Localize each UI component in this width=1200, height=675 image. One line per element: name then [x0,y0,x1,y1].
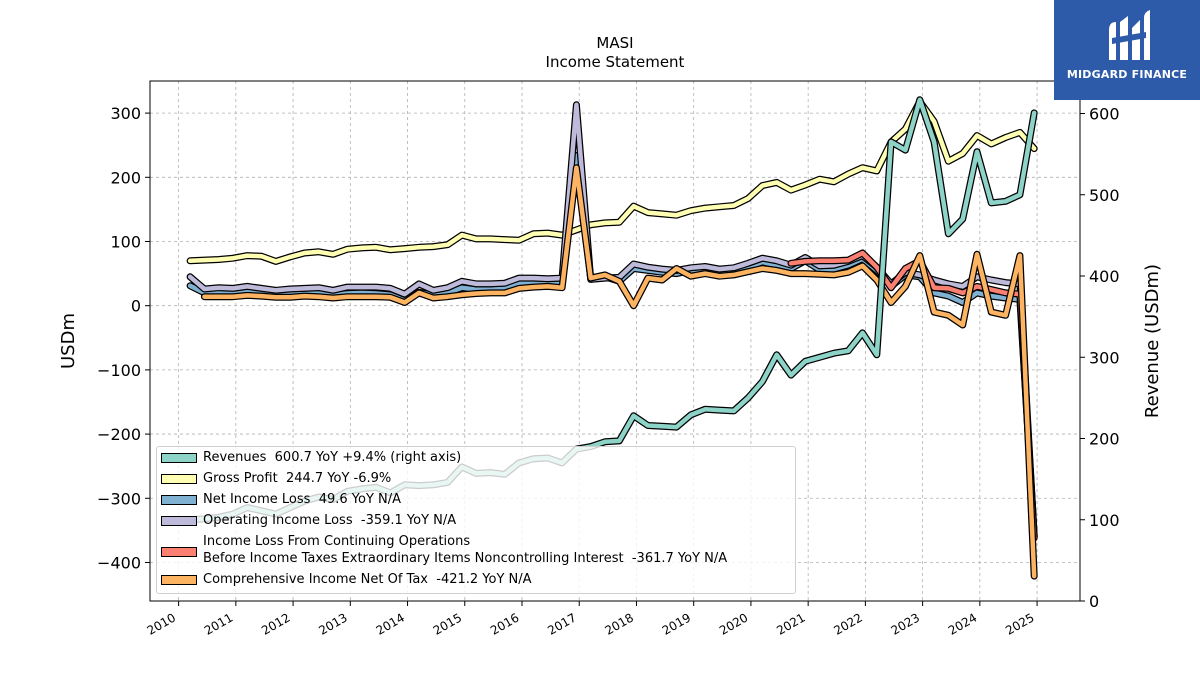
left-axis-ticks: 300 200 100 0 −100 −200 −300 −400 [97,104,150,572]
legend-swatch-comprehensive-income [161,575,197,585]
x-tick-label: 2016 [488,610,521,637]
right-tick-label: 100 [1089,511,1120,530]
right-axis-ticks: 600 500 400 300 200 100 0 [1080,105,1120,612]
x-tick-label: 2022 [831,610,864,637]
chart-title: MASI [596,34,633,52]
right-tick-label: 300 [1089,348,1120,367]
right-axis-label: Revenue (USDm) [1142,264,1163,418]
right-tick-label: 200 [1089,430,1120,449]
right-tick-label: 0 [1089,592,1099,611]
legend-swatch-pretax-income [161,547,197,557]
x-tick-label: 2021 [774,610,807,637]
x-tick-label: 2015 [431,610,464,637]
left-tick-label: 200 [110,168,141,187]
legend-label-pretax-income: Income Loss From Continuing Operations B… [203,533,727,567]
logo-mark-icon [1054,8,1200,68]
chart-legend: Revenues 600.7 YoY +9.4% (right axis) Gr… [156,446,796,594]
right-tick-label: 600 [1089,105,1120,124]
legend-swatch-revenues [161,453,197,463]
left-tick-label: 0 [131,297,141,316]
legend-swatch-gross-profit [161,474,197,484]
x-tick-label: 2023 [889,610,922,637]
right-tick-label: 400 [1089,267,1120,286]
left-tick-label: −400 [97,553,141,572]
legend-label-gross-profit: Gross Profit 244.7 YoY -6.9% [203,470,391,487]
right-tick-label: 500 [1089,186,1120,205]
left-tick-label: −300 [97,489,141,508]
x-tick-label: 2014 [374,610,407,637]
left-tick-label: 300 [110,104,141,123]
x-tick-label: 2017 [545,610,578,637]
left-tick-label: 100 [110,232,141,251]
x-tick-label: 2010 [145,610,178,637]
x-tick-label: 2013 [316,610,349,637]
legend-label-comprehensive-income: Comprehensive Income Net Of Tax -421.2 Y… [203,571,532,588]
legend-swatch-net-income [161,495,197,505]
left-axis-label: USDm [58,313,79,369]
x-tick-label: 2024 [946,610,979,637]
left-tick-label: −200 [97,425,141,444]
chart-subtitle: Income Statement [546,53,685,71]
legend-label-revenues: Revenues 600.7 YoY +9.4% (right axis) [203,449,461,466]
legend-label-net-income: Net Income Loss 49.6 YoY N/A [203,491,401,508]
legend-label-operating-income: Operating Income Loss -359.1 YoY N/A [203,512,456,529]
logo-text: MIDGARD FINANCE [1054,68,1200,81]
x-tick-label: 2025 [1003,610,1036,637]
x-tick-label: 2012 [259,610,292,637]
x-tick-label: 2019 [660,610,693,637]
legend-swatch-operating-income [161,516,197,526]
x-tick-label: 2018 [603,610,636,637]
midgard-finance-logo: MIDGARD FINANCE [1054,0,1200,100]
x-tick-label: 2011 [202,610,235,637]
series-line-gross-profit [190,102,1034,262]
x-tick-label: 2020 [717,610,750,637]
left-tick-label: −100 [97,361,141,380]
x-axis-ticks: 2010 2011 2012 2013 2014 2015 2016 2017 2018 2019… [145,601,1037,638]
